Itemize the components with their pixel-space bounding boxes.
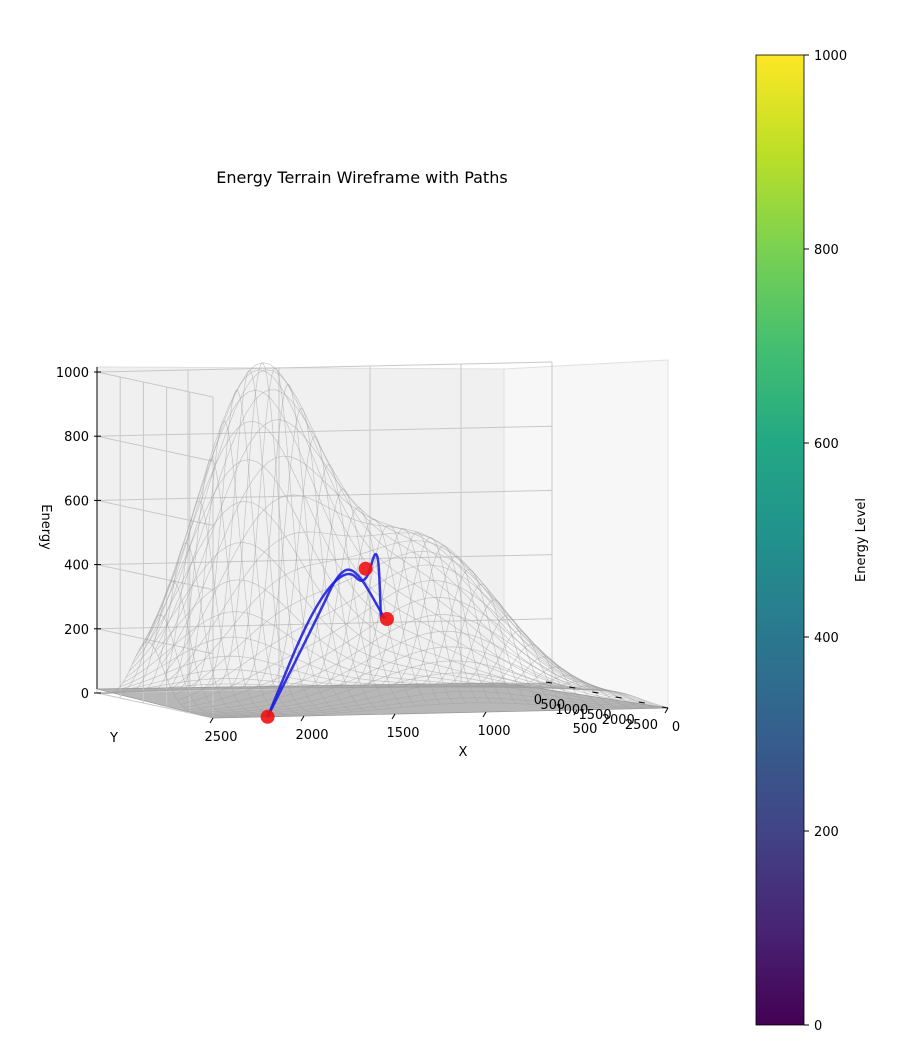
wireframe-line [193, 646, 649, 714]
x-tick-mark [482, 711, 487, 718]
x-tick-label: 500 [573, 722, 598, 737]
y-tick-mark [638, 701, 645, 704]
x-tick-mark [573, 709, 578, 716]
x-tick-label: 1500 [386, 726, 419, 741]
z-tick-label: 800 [64, 430, 89, 445]
x-tick-label: 0 [672, 720, 680, 735]
wireframe-surface [96, 362, 669, 719]
y-tick-mark [545, 681, 553, 684]
colorbar-tick-label: 800 [814, 243, 839, 258]
colorbar-label: Energy Level [854, 498, 869, 582]
wireframe-line [209, 697, 665, 718]
y-tick-label: 1500 [579, 708, 612, 723]
y-axis-label: Y [109, 731, 118, 746]
energy-path [266, 552, 383, 718]
y-tick-label: 0 [534, 693, 542, 708]
colorbar-tick-label: 0 [814, 1019, 822, 1034]
colorbar [755, 54, 805, 1026]
x-tick-label: 2500 [204, 730, 237, 745]
path-markers [260, 561, 394, 724]
wireframe-line [109, 614, 226, 718]
y-tick-label: 500 [540, 698, 565, 713]
wireframe-line [160, 458, 277, 717]
z-tick-label: 1000 [56, 366, 89, 381]
wireframe-line [200, 672, 656, 716]
path-marker [379, 612, 394, 627]
z-axis-ticks: 0 200 400 600 800 1000 [56, 366, 101, 702]
wireframe-line [206, 690, 662, 717]
y-tick-mark [615, 696, 622, 699]
back-wall-right [503, 359, 669, 709]
y-tick-label: 2500 [625, 718, 658, 733]
y-tick-label: 2000 [602, 713, 635, 728]
colorbar-tick-label: 1000 [814, 49, 847, 64]
y-tick-mark [569, 686, 576, 689]
z-axis-label: Energy [38, 504, 53, 550]
z-tick-label: 0 [81, 687, 89, 702]
colorbar-tick-label: 400 [814, 631, 839, 646]
z-tick-label: 400 [64, 559, 89, 574]
y-tick-mark [592, 691, 599, 694]
y-tick-label: 1000 [555, 703, 588, 718]
wireframe-line [122, 581, 239, 718]
path-lines [266, 552, 386, 718]
colorbar-ticks: 0 200 400 600 800 1000 [804, 49, 847, 1034]
x-tick-mark [300, 715, 305, 722]
chart-title: Energy Terrain Wireframe with Paths [216, 168, 507, 187]
wireframe-line [96, 641, 214, 719]
wireframe-line [147, 500, 264, 717]
x-tick-label: 1000 [477, 724, 510, 739]
x-tick-mark [664, 707, 669, 714]
wireframe-line [212, 702, 669, 719]
wireframe-line [203, 682, 659, 717]
z-tick-label: 600 [64, 494, 89, 509]
x-axis-label: X [459, 745, 468, 760]
z-tick-label: 200 [64, 623, 89, 638]
x-tick-label: 2000 [295, 728, 328, 743]
colorbar-tick-label: 200 [814, 825, 839, 840]
energy-path [266, 568, 386, 718]
colorbar-tick-label: 600 [814, 437, 839, 452]
path-marker [260, 709, 275, 724]
y-tick-mark [661, 706, 669, 709]
wireframe-line [134, 542, 252, 718]
x-tick-mark [391, 713, 396, 720]
path-marker [358, 561, 373, 576]
x-tick-mark [209, 717, 214, 724]
